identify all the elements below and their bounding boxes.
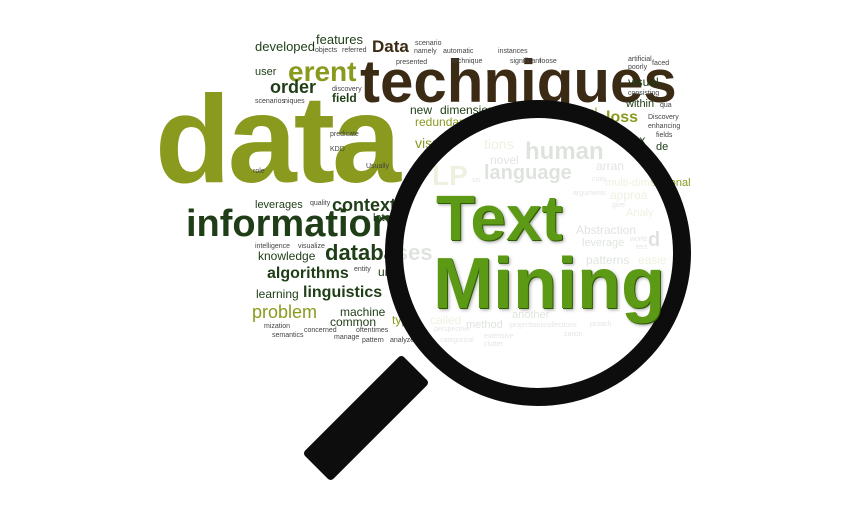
tiny-word: poorly <box>628 64 648 71</box>
tiny-word: presented <box>396 59 428 66</box>
tiny-word: Discovery <box>648 114 679 121</box>
tiny-word: faced <box>652 60 670 67</box>
word-visual: visual <box>628 75 659 89</box>
tiny-word: niques <box>284 98 305 105</box>
tiny-word: significant <box>510 58 542 65</box>
tiny-word: artificial <box>628 56 652 63</box>
tiny-word: consisting <box>628 90 660 97</box>
tiny-word: namely <box>414 48 437 55</box>
tiny-word: technique <box>452 58 483 65</box>
tiny-word: referred <box>342 47 367 54</box>
word-user: user <box>255 66 277 78</box>
tiny-word: entity <box>354 266 371 273</box>
word-leverages: leverages <box>255 199 303 211</box>
tiny-word: scenarios <box>255 98 285 105</box>
word-problem: problem <box>252 302 318 322</box>
word-developed: developed <box>255 39 315 54</box>
word-late: late <box>373 212 391 224</box>
word-features: features <box>316 32 363 47</box>
tiny-word: mization <box>264 323 291 330</box>
word-contexts: contexts <box>332 195 407 215</box>
tiny-word: KDD <box>330 146 345 153</box>
tiny-word: semantics <box>272 332 304 339</box>
word-order: order <box>270 77 317 97</box>
tiny-word: quality <box>310 200 331 207</box>
word-machine: machine <box>340 305 386 319</box>
title-text: Text <box>436 182 563 254</box>
tiny-word: oftentimes <box>356 327 389 334</box>
tiny-word: concerned <box>304 327 337 334</box>
tiny-word: intelligence <box>255 243 291 250</box>
tiny-word: scenario <box>415 40 442 47</box>
tiny-word: fields <box>656 132 673 139</box>
word-knowledge: knowledge <box>258 249 316 263</box>
tiny-word: role <box>253 168 265 175</box>
tiny-word: instances <box>498 48 528 55</box>
tiny-word: visualize <box>298 243 325 250</box>
tiny-word: enhancing <box>648 123 681 130</box>
word-data-cap: Data <box>372 37 409 56</box>
tiny-word: pattern <box>362 337 384 344</box>
tiny-word: automatic <box>443 48 474 55</box>
tiny-word: loose <box>540 58 557 65</box>
word-erent: erent <box>288 56 357 87</box>
tiny-word: qua <box>660 102 672 109</box>
word-field: field <box>332 91 357 105</box>
word-algorithms: algorithms <box>267 265 349 282</box>
word-data: data <box>155 71 401 209</box>
tiny-word: Usually <box>366 163 389 170</box>
word-learning: learning <box>256 287 299 301</box>
word-de: de <box>656 141 669 153</box>
word-new: new <box>410 103 433 117</box>
word-information: information <box>186 203 395 245</box>
word-within: within <box>626 98 655 110</box>
word-common: common <box>330 315 377 329</box>
word-linguistics: linguistics <box>303 284 383 301</box>
tiny-word: objects <box>315 47 338 54</box>
tiny-word: discovery <box>332 86 362 93</box>
tiny-word: predicate <box>330 131 359 138</box>
title-mining: Mining <box>433 244 665 324</box>
tiny-word: analyze <box>390 337 415 344</box>
tiny-word: manage <box>334 334 360 341</box>
